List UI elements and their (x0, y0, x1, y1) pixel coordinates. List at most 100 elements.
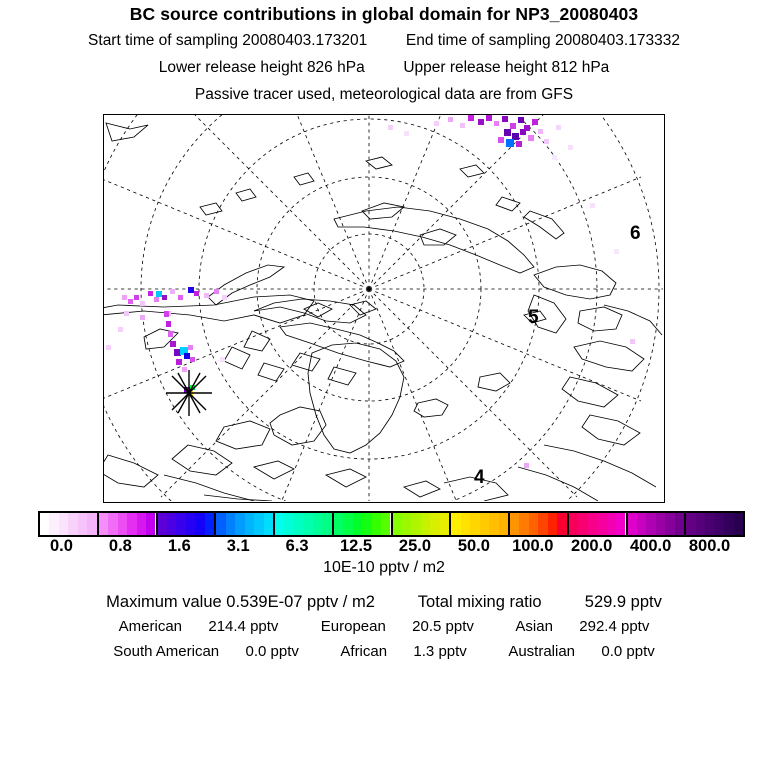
colorbar-step-6-3 (420, 513, 431, 535)
upper-height-value: 812 hPa (551, 59, 610, 76)
colorbar-step-5-1 (343, 513, 353, 535)
colorbar-step-4-0 (275, 513, 285, 535)
colorbar-segment-9 (568, 513, 628, 535)
plume-release-cluster (118, 287, 227, 396)
lower-height-label: Lower release height (158, 59, 303, 76)
colorbar-step-9-4 (606, 513, 617, 535)
colorbar-tick-100.0: 100.0 (512, 537, 554, 555)
region-value-australian: 0.0 pptv (601, 643, 655, 660)
graticule-meridians (104, 115, 663, 501)
colorbar-step-6-2 (411, 513, 421, 535)
colorbar-segment-1 (98, 513, 158, 535)
colorbar-step-7-1 (460, 513, 471, 535)
colorbar-step-6-0 (392, 513, 402, 535)
colorbar-step-8-3 (538, 513, 548, 535)
map-graphic: 1 2 3 4 5 6 7 8 9 10 11 12 13 14 15 16 1… (104, 115, 663, 501)
colorbar-tick-200.0: 200.0 (571, 537, 613, 555)
max-value-label: Maximum value (106, 593, 222, 611)
colorbar-step-5-2 (352, 513, 363, 535)
colorbar-segment-5 (333, 513, 393, 535)
colorbar-step-8-0 (510, 513, 520, 535)
region-value-american: 214.4 pptv (208, 618, 279, 635)
colorbar-step-9-1 (578, 513, 588, 535)
colorbar-step-10-3 (655, 513, 666, 535)
colorbar-segment-0 (40, 513, 99, 535)
region-row-1: American 214.4 pptv European 20.5 pptv A… (0, 618, 768, 635)
colorbar-tick-25.0: 25.0 (398, 537, 432, 555)
colorbar-segment-11 (686, 513, 743, 535)
colorbar-step-1-3 (127, 513, 137, 535)
map-panel[interactable]: 1 2 3 4 5 6 7 8 9 10 11 12 13 14 15 16 1… (103, 114, 665, 503)
traj-label-4: 4 (474, 467, 485, 488)
total-mixing-ratio-label: Total mixing ratio (417, 593, 542, 611)
colorbar-step-1-5 (146, 513, 156, 535)
colorbar-tick-12.5: 12.5 (339, 537, 373, 555)
colorbar-step-5-0 (333, 513, 344, 535)
colorbar-step-1-1 (108, 513, 118, 535)
region-label-australian: Australian (508, 643, 576, 660)
colorbar-step-2-3 (185, 513, 196, 535)
colorbar-step-1-2 (117, 513, 128, 535)
plume-arctic-north (388, 115, 573, 160)
region-value-asian: 292.4 pptv (579, 618, 650, 635)
colorbar-step-7-0 (451, 513, 461, 535)
region-label-american: American (118, 618, 183, 635)
colorbar-step-10-2 (646, 513, 656, 535)
release-height-line: Lower release height 826 hPa Upper relea… (0, 59, 768, 77)
colorbar-step-10-1 (636, 513, 647, 535)
colorbar-step-9-3 (597, 513, 607, 535)
colorbar-segment-3 (216, 513, 275, 535)
colorbar-step-9-2 (587, 513, 598, 535)
colorbar-tick-50.0: 50.0 (457, 537, 490, 555)
colorbar-step-9-5 (616, 513, 626, 535)
colorbar-segment-4 (275, 513, 334, 535)
colorbar-step-7-3 (479, 513, 490, 535)
colorbar-step-2-5 (204, 513, 215, 535)
release-point-marker (166, 370, 212, 416)
colorbar-step-0-3 (68, 513, 78, 535)
colorbar-step-7-4 (489, 513, 499, 535)
coastlines (104, 122, 663, 501)
colorbar-step-7-5 (498, 513, 508, 535)
colorbar-step-11-3 (714, 513, 725, 535)
colorbar-step-3-2 (235, 513, 245, 535)
region-value-african: 1.3 pptv (413, 643, 467, 660)
colorbar-step-10-5 (674, 513, 685, 535)
colorbar-step-10-0 (627, 513, 637, 535)
upper-height-label: Upper release height (403, 59, 548, 76)
colorbar-step-0-5 (87, 513, 97, 535)
colorbar-step-9-0 (568, 513, 579, 535)
colorbar-tick-labels: 0.0 0.8 1.6 3.1 6.3 12.5 25.0 50.0 100.0 200.0 400… (0, 537, 768, 557)
meteo-note: Passive tracer used, meteorological data… (194, 86, 574, 103)
colorbar-step-6-5 (439, 513, 450, 535)
colorbar-segment-8 (510, 513, 569, 535)
colorbar-step-4-3 (303, 513, 313, 535)
colorbar-step-4-2 (293, 513, 304, 535)
colorbar-step-2-4 (195, 513, 205, 535)
colorbar-step-11-5 (733, 513, 743, 535)
colorbar-step-0-2 (58, 513, 69, 535)
trajectory-number-labels: 1 2 3 4 5 6 7 8 9 10 11 12 13 14 15 16 1… (474, 223, 641, 488)
colorbar-step-7-2 (470, 513, 480, 535)
colorbar[interactable] (38, 511, 745, 537)
colorbar-step-3-5 (263, 513, 273, 535)
traj-label-6: 6 (630, 223, 641, 244)
colorbar-step-2-2 (176, 513, 186, 535)
colorbar-segment-6 (392, 513, 452, 535)
colorbar-step-6-4 (430, 513, 440, 535)
start-time-label: Start time of sampling (88, 32, 238, 49)
colorbar-step-5-3 (362, 513, 372, 535)
colorbar-segment-10 (627, 513, 687, 535)
total-mixing-ratio-value: 529.9 pptv (584, 593, 662, 611)
colorbar-step-4-1 (284, 513, 294, 535)
graticule-latitude-circles (104, 115, 660, 501)
colorbar-tick-0.0: 0.0 (49, 537, 73, 555)
colorbar-step-8-2 (528, 513, 539, 535)
colorbar-step-11-4 (724, 513, 734, 535)
colorbar-step-0-4 (77, 513, 88, 535)
colorbar-step-2-1 (166, 513, 177, 535)
region-label-european: European (320, 618, 386, 635)
colorbar-step-3-0 (216, 513, 226, 535)
colorbar-step-5-4 (371, 513, 382, 535)
colorbar-step-5-5 (381, 513, 391, 535)
